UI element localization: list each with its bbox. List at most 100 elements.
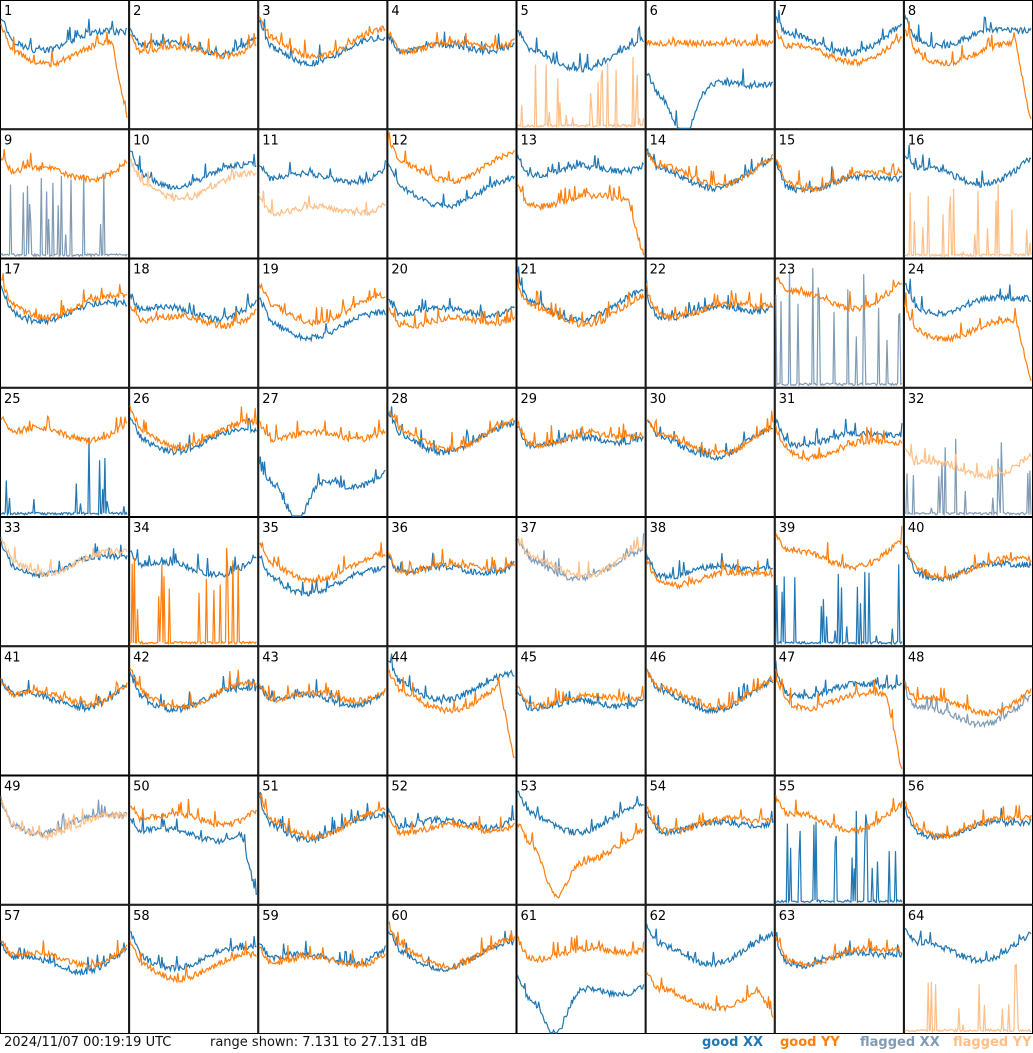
panel-frame [516,258,646,388]
panel-label: 31 [779,392,796,407]
series-xx-good [517,790,644,836]
series-yy-good [387,668,515,759]
series-xx-good [775,9,903,58]
panel-frame [387,646,517,776]
series-xx-flagged [775,268,903,387]
panel-43: 43 [258,646,388,776]
panel-label: 56 [908,780,925,795]
panel-frame [645,129,775,259]
panel-label: 62 [650,909,667,924]
series-xx-good [0,18,128,54]
panel-frame [774,387,904,517]
panel-label: 22 [650,263,667,278]
panel-frame [0,0,130,130]
panel-label: 26 [133,392,150,407]
panel-frame [645,904,775,1034]
series-yy-flagged [904,963,1032,1034]
panel-40: 40 [903,517,1033,647]
panel-48: 48 [903,646,1033,776]
panel-63: 63 [774,904,904,1034]
panel-frame [387,517,517,647]
series-yy-good [258,682,386,706]
series-xx-good [775,660,903,700]
panel-41: 41 [0,646,130,776]
panel-label: 61 [521,909,538,924]
panel-47: 47 [774,646,904,776]
series-xx-good [129,150,257,190]
panel-frame [258,904,388,1034]
series-yy-good [517,685,645,710]
panel-8: 8 [903,0,1033,130]
panel-59: 59 [258,904,388,1034]
series-xx-good [646,68,773,130]
series-yy-good [516,420,644,450]
series-yy-good [775,525,903,572]
series-yy-good [258,945,386,970]
panel-frame [129,904,259,1034]
panel-label: 30 [650,392,667,407]
panel-11: 11 [258,129,388,259]
panel-1: 1 [0,0,130,130]
panel-frame [129,258,259,388]
series-yy-flagged [516,56,645,129]
series-xx-good [904,927,1032,965]
panel-label: 44 [391,650,408,665]
panel-label: 35 [262,521,279,536]
series-yy-good [258,419,386,444]
panel-49: 49 [0,775,130,905]
panel-label: 42 [133,650,150,665]
panel-label: 37 [521,521,538,536]
series-yy-good [775,935,903,969]
panel-label: 8 [908,4,916,19]
panel-label: 63 [779,909,796,924]
panel-label: 46 [650,650,667,665]
series-xx-good [646,553,773,582]
panel-frame [645,0,775,130]
panel-27: 27 [258,387,388,517]
series-yy-good [646,559,774,590]
panel-frame [258,387,388,517]
panel-32: 32 [903,387,1033,517]
series-yy-good [775,29,903,68]
panel-50: 50 [129,775,259,905]
panel-label: 2 [133,4,141,19]
panel-label: 12 [391,133,408,148]
panel-label: 6 [650,4,658,19]
panel-4: 4 [387,0,517,130]
panel-10: 10 [129,129,259,259]
panel-46: 46 [645,646,775,776]
footer: 2024/11/07 00:19:19 UTC range shown: 7.1… [0,1034,1033,1053]
series-yy-good [904,681,1032,717]
panel-60: 60 [387,904,517,1034]
series-xx-good [904,278,1032,318]
series-yy-good [387,409,515,454]
panel-frame [387,129,517,259]
series-xx-good [258,18,386,67]
series-yy-good [0,149,128,184]
series-yy-good [516,935,645,964]
panel-label: 16 [908,133,925,148]
series-yy-good [258,282,386,327]
panel-label: 34 [133,521,150,536]
panel-frame [387,258,517,388]
panel-23: 23 [774,258,904,388]
panel-frame [129,646,259,776]
panel-frame [903,646,1033,776]
panel-label: 3 [262,4,270,19]
panel-31: 31 [774,387,904,517]
panel-frame [516,387,646,517]
panel-frame [903,904,1033,1034]
panel-frame [129,129,259,259]
panel-35: 35 [258,517,388,647]
panel-frame [0,258,130,388]
panel-frame [0,129,130,259]
series-xx-good [129,931,257,973]
series-yy-good [646,806,774,835]
series-xx-good [387,31,515,56]
series-yy-good [646,282,774,322]
panel-39: 39 [774,517,904,647]
panel-label: 24 [908,263,925,278]
series-xx-good [129,813,257,895]
panel-frame [258,517,388,647]
